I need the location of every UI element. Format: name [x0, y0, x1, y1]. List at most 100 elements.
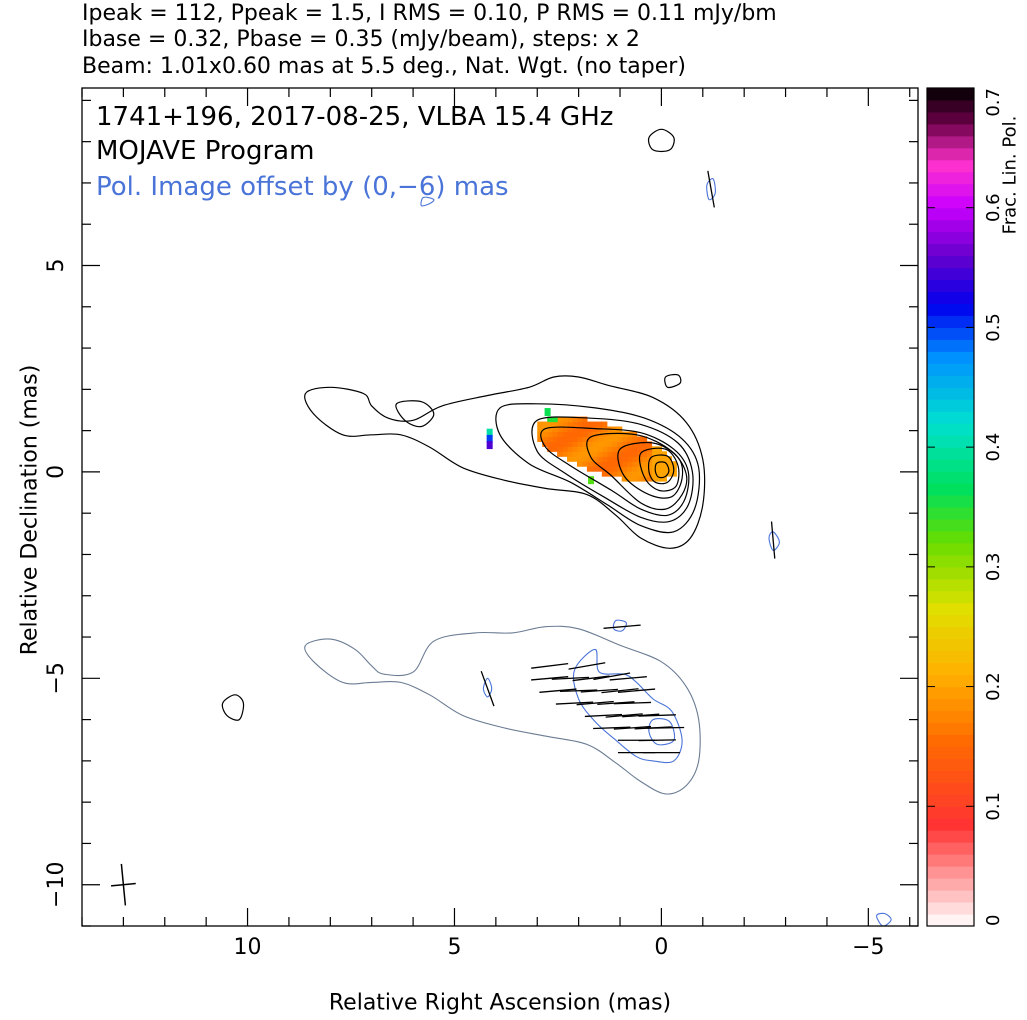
frac-pol-pixel: [641, 441, 648, 447]
frac-pol-pixel: [621, 456, 628, 462]
frac-pol-pixel: [636, 441, 643, 447]
colorbar-tick-label: 0.5: [983, 313, 1004, 342]
frac-pol-pixel: [611, 471, 618, 477]
frac-pol-pixel: [651, 476, 658, 482]
frac-pol-pixel: [656, 451, 663, 457]
stokes-i-contour-4: [531, 416, 694, 523]
frac-pol-pixel: [641, 466, 648, 472]
colorbar-segment: [927, 363, 974, 376]
frac-pol-pixel: [581, 441, 588, 447]
frac-pol-pixel: [596, 461, 603, 467]
frac-pol-pixel: [646, 441, 653, 447]
colorbar-segment: [927, 255, 974, 269]
frac-pol-pixel: [661, 471, 667, 477]
frac-pol-pixel: [557, 446, 563, 452]
frac-pol-pixel: [661, 476, 667, 482]
colorbar-segment: [927, 890, 974, 903]
frac-pol-pixel: [562, 421, 568, 428]
frac-pol-pixel: [586, 431, 593, 438]
frac-pol-pixel: [601, 446, 608, 452]
frac-pol-pixel: [576, 431, 583, 438]
colorbar-segment: [927, 722, 974, 735]
colorbar-segment: [927, 854, 974, 867]
frac-pol-pixel: [626, 461, 633, 467]
frac-pol-pixel: [606, 466, 613, 472]
frac-pol-pixel: [591, 426, 598, 433]
frac-pol-pixel: [586, 446, 593, 452]
frac-pol-pixel: [562, 416, 568, 423]
frac-pol-pixel: [616, 466, 623, 472]
frac-pol-pixel: [621, 466, 628, 472]
pol-contour-1: [648, 718, 676, 746]
frac-pol-pixel: [572, 441, 578, 447]
x-tick-label: 5: [447, 935, 461, 960]
colorbar-segment: [927, 375, 974, 388]
frac-pol-pixel: [641, 451, 648, 457]
evpa-vector: [559, 689, 598, 692]
frac-pol-pixel: [641, 471, 648, 477]
axes-ticks: 10 5 0 −5 5 0 −5 −10: [44, 88, 918, 960]
frac-pol-pixel: [656, 461, 663, 467]
evpa-vector: [480, 670, 495, 707]
colorbar-segment: [927, 698, 974, 712]
frac-pol-pixel: [586, 461, 593, 467]
x-tick-label: 10: [234, 935, 262, 960]
frac-pol-pixel: [666, 461, 672, 467]
colorbar-segment: [927, 303, 974, 316]
frac-pol-pixel: [537, 431, 543, 438]
header-line-3: Beam: 1.01x0.60 mas at 5.5 deg., Nat. Wg…: [82, 54, 686, 79]
frac-pol-pixel: [596, 451, 603, 457]
frac-pol-pixel: [591, 436, 598, 442]
frac-pol-pixel: [542, 431, 548, 438]
frac-pol-pixel: [651, 456, 658, 462]
colorbar-segment: [927, 135, 974, 149]
x-tick-label: −5: [852, 935, 884, 960]
colorbar-tick-label: 0.3: [983, 553, 1004, 582]
evpa-vector: [638, 739, 676, 742]
frac-pol-pixel: [611, 431, 618, 438]
stokes-i-contour-6: [586, 432, 688, 511]
frac-pol-pixel: [581, 461, 588, 467]
frac-pol-pixel: [601, 451, 608, 457]
frac-pol-pixel: [651, 466, 658, 472]
colorbar-segment: [927, 483, 974, 496]
frac-pol-pixel: [636, 476, 643, 482]
frac-pol-pixel: [537, 421, 543, 428]
frac-pol-pixel: [586, 436, 593, 442]
evpa-vector: [770, 521, 776, 559]
pol-contour-4: [706, 177, 716, 201]
frac-pol-pixel: [651, 461, 658, 467]
colorbar-segment: [927, 914, 974, 927]
colorbar-segment: [927, 291, 974, 304]
colorbar-segment: [927, 614, 974, 628]
colorbar-segment: [927, 554, 974, 568]
frac-pol-pixel: [552, 421, 558, 428]
frac-pol-pixel: [631, 436, 638, 442]
frac-pol-pixel: [542, 436, 548, 442]
frac-pol-pixel: [606, 456, 613, 462]
frac-pol-pixel: [601, 456, 608, 462]
colorbar-frame: [926, 87, 975, 927]
frac-pol-pixel: [611, 461, 618, 467]
colorbar-segment: [927, 518, 974, 532]
frac-pol-pixel: [562, 431, 568, 438]
frac-pol-pixel: [576, 441, 583, 447]
frac-pol-pixel: [557, 441, 563, 447]
colorbar-segment: [927, 662, 974, 676]
evpa-vector: [531, 676, 569, 681]
colorbar-segment: [927, 686, 974, 700]
frac-pol-pixel: [656, 471, 663, 477]
colorbar-title: Frac. Lin. Pol.: [999, 115, 1021, 235]
frac-pol-pixel: [572, 446, 578, 452]
frac-pol-pixel: [601, 466, 608, 472]
evpa-vector: [568, 662, 606, 670]
colorbar-segment: [927, 758, 974, 771]
polarized-intensity-contours: [304, 177, 892, 926]
frac-pol-pixel: [636, 461, 643, 467]
frac-pol-pixel: [596, 421, 603, 428]
frac-pol-pixel: [596, 436, 603, 442]
frac-pol-pixel: [616, 431, 623, 438]
colorbar-segment: [927, 542, 974, 556]
frac-pol-pixel: [591, 431, 598, 438]
frac-pol-pixel: [601, 421, 608, 428]
